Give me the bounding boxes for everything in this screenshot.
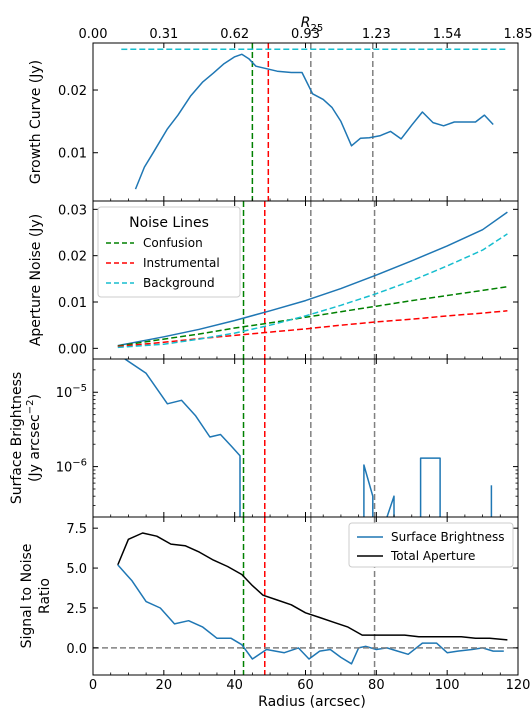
x-tick-label-1: 20 bbox=[156, 678, 173, 693]
plot-area-surface bbox=[124, 359, 493, 517]
series-growth-0 bbox=[134, 53, 494, 190]
plot-area-growth bbox=[121, 43, 508, 201]
panel-growth: 0.01 0.02 Growth Curve (Jy) bbox=[28, 42, 519, 202]
ylabel-noise: Aperture Noise (Jy) bbox=[28, 214, 44, 346]
series-surface-0-2 bbox=[386, 495, 395, 517]
panel-noise: 0.00 0.01 0.02 0.03 Aperture Noise (Jy) Noise… bbox=[28, 200, 519, 360]
series-noise-instrumental bbox=[117, 310, 508, 348]
legend-noise-box bbox=[97, 206, 241, 298]
series-noise-total bbox=[117, 211, 508, 347]
ytick-label-growth-1: 0.02 bbox=[58, 84, 87, 99]
legend-noise-title: Noise Lines bbox=[129, 215, 209, 231]
legend-noise-entry-1: Instrumental bbox=[143, 256, 220, 270]
ytick-label-snr-3: 7.5 bbox=[66, 522, 87, 537]
top-axis: R25 0.00 0.31 0.62 0.93 1.23 1.54 1.85 bbox=[79, 15, 532, 48]
plot-area-noise bbox=[117, 201, 508, 359]
ytick-label-surface-1: 10−6 bbox=[56, 458, 87, 476]
ytick-label-surface-0: 10−5 bbox=[56, 383, 87, 401]
plot-area-snr bbox=[93, 517, 518, 675]
top-tick-label-4: 1.23 bbox=[362, 27, 391, 42]
series-surface-0-1 bbox=[363, 464, 374, 517]
series-snr-total-aperture bbox=[117, 532, 508, 641]
top-tick-label-0: 0.00 bbox=[79, 27, 108, 42]
ylabel-snr-line-1: Ratio bbox=[37, 578, 53, 614]
series-snr-surface-brightness bbox=[117, 564, 504, 665]
x-tick-label-4: 80 bbox=[368, 678, 385, 693]
ytick-label-noise-0: 0.00 bbox=[58, 342, 87, 357]
top-axis-title-subscript: 25 bbox=[311, 23, 324, 34]
ytick-label-noise-3: 0.03 bbox=[58, 203, 87, 218]
frame-surface bbox=[92, 358, 519, 518]
panel-surface: 10−5 10−6 Surface Brightness (Jy arcsec−2) bbox=[9, 358, 519, 518]
ytick-label-snr-1: 2.5 bbox=[66, 602, 87, 617]
legend-snr-box bbox=[348, 522, 514, 568]
bottom-axis: Radius (arcsec) 0 20 40 60 80 100 120 bbox=[89, 678, 531, 710]
top-axis-title: R25 bbox=[301, 15, 323, 34]
ytick-label-snr-2: 5.0 bbox=[66, 562, 87, 577]
x-axis-label: Radius (arcsec) bbox=[258, 694, 366, 710]
series-surface-0-0 bbox=[124, 359, 241, 517]
legend-snr: Surface Brightness Total Aperture bbox=[348, 522, 514, 568]
top-tick-label-1: 0.31 bbox=[149, 27, 178, 42]
ytick-label-snr-0: 0.0 bbox=[66, 642, 87, 657]
top-tick-label-5: 1.54 bbox=[433, 27, 462, 42]
x-tick-label-2: 40 bbox=[226, 678, 243, 693]
legend-noise-entry-0: Confusion bbox=[143, 236, 203, 250]
top-tick-label-6: 1.85 bbox=[504, 27, 532, 42]
legend-snr-entry-0: Surface Brightness bbox=[391, 530, 504, 544]
series-noise-background bbox=[117, 233, 508, 349]
top-tick-label-3: 0.93 bbox=[291, 27, 320, 42]
ylabel-surface-line-0: Surface Brightness bbox=[9, 372, 25, 504]
series-surface-0-3 bbox=[419, 457, 441, 517]
ytick-label-growth-0: 0.01 bbox=[58, 147, 87, 162]
panel-snr: 0.0 2.5 5.0 7.5 Signal to Noise Ratio Surface … bbox=[19, 516, 519, 676]
legend-noise: Noise Lines Confusion Instrumental Backgrou… bbox=[97, 206, 241, 298]
series-noise-confusion bbox=[117, 285, 508, 347]
x-tick-label-0: 0 bbox=[89, 678, 97, 693]
x-tick-label-5: 100 bbox=[435, 678, 460, 693]
x-tick-label-6: 120 bbox=[506, 678, 531, 693]
ylabel-snr-line-0: Signal to Noise bbox=[19, 544, 35, 649]
ytick-label-noise-2: 0.02 bbox=[58, 250, 87, 265]
ylabel-growth: Growth Curve (Jy) bbox=[28, 60, 44, 184]
ytick-label-noise-1: 0.01 bbox=[58, 296, 87, 311]
legend-snr-entry-1: Total Aperture bbox=[390, 549, 475, 563]
top-tick-label-2: 0.62 bbox=[220, 27, 249, 42]
ylabel-surface-line-1: (Jy arcsec−2) bbox=[25, 394, 43, 482]
x-tick-label-3: 60 bbox=[297, 678, 314, 693]
legend-noise-entry-2: Background bbox=[143, 276, 215, 290]
